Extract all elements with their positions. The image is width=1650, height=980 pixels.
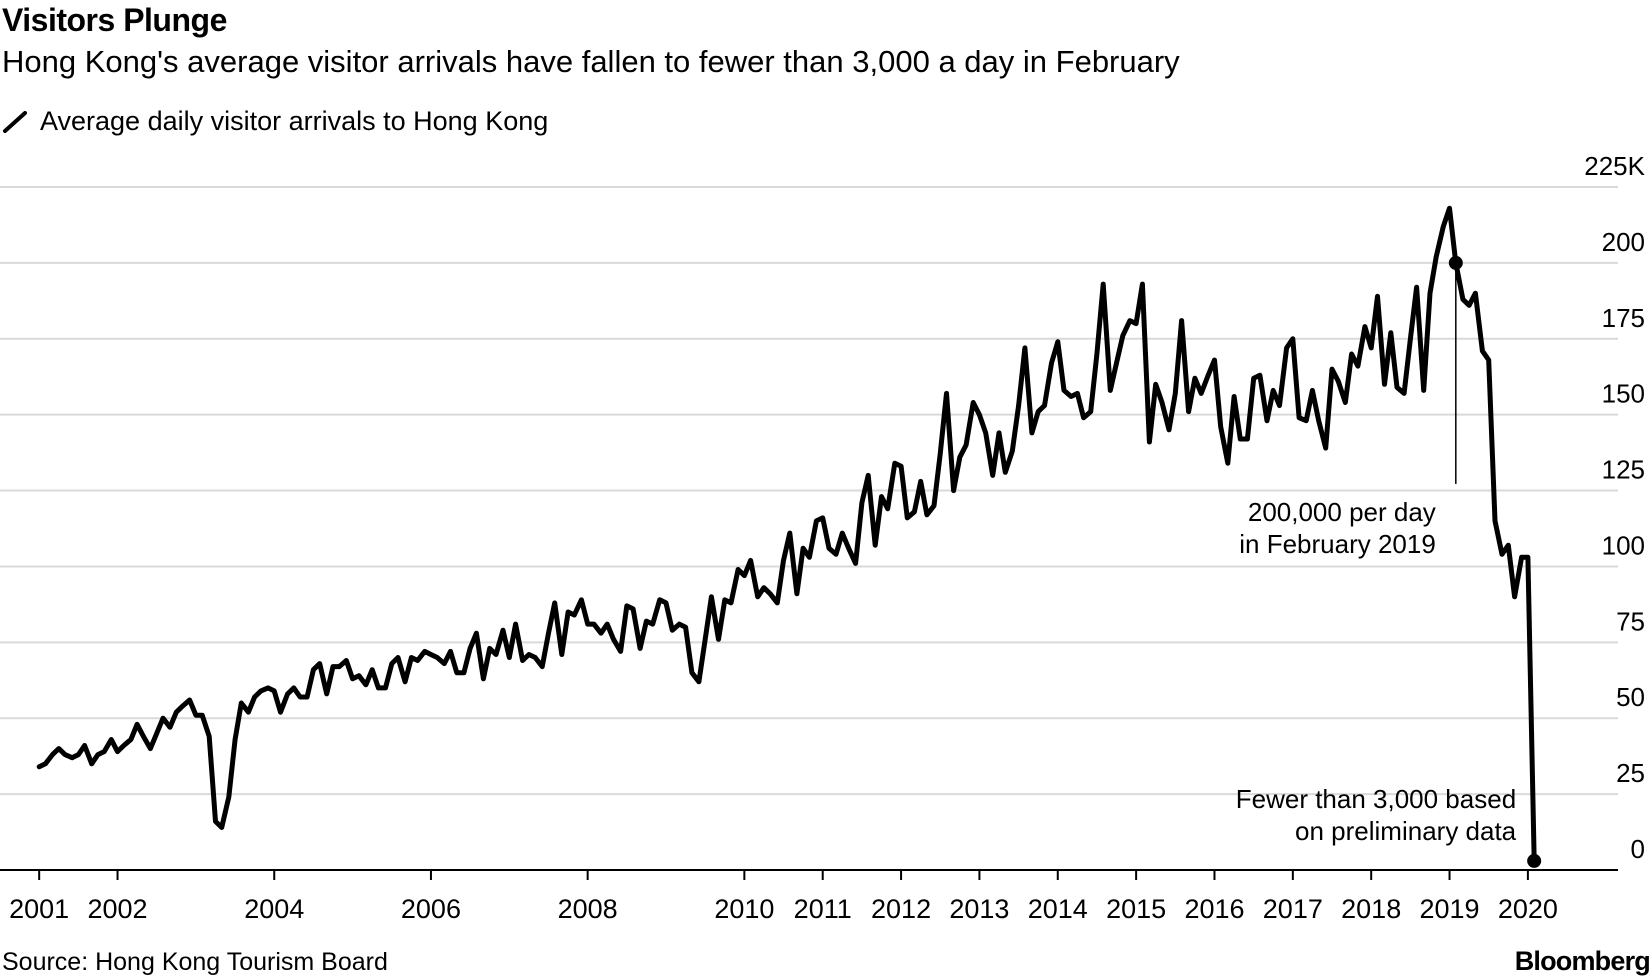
y-tick-label: 225K bbox=[1584, 151, 1645, 181]
x-tick-label: 2017 bbox=[1263, 894, 1323, 924]
x-tick-label: 2012 bbox=[871, 894, 931, 924]
y-axis-ticks: 0 25 50 75 100 125 150 175 200 225K bbox=[1584, 151, 1645, 864]
y-tick-label: 100 bbox=[1602, 530, 1645, 560]
x-tick-label: 2018 bbox=[1341, 894, 1401, 924]
x-tick-label: 2006 bbox=[401, 894, 461, 924]
annotation-text: on preliminary data bbox=[1295, 816, 1517, 846]
y-tick-label: 25 bbox=[1616, 758, 1645, 788]
x-tick-label: 2011 bbox=[794, 894, 852, 924]
series-marker bbox=[1527, 853, 1542, 868]
legend-line-icon bbox=[3, 110, 27, 133]
y-tick-label: 50 bbox=[1616, 682, 1645, 712]
x-tick-label: 2020 bbox=[1498, 894, 1558, 924]
y-tick-label: 125 bbox=[1602, 455, 1645, 485]
bloomberg-logo: Bloomberg bbox=[1514, 946, 1650, 976]
annotation-text: Fewer than 3,000 based bbox=[1236, 784, 1516, 814]
y-tick-label: 75 bbox=[1616, 606, 1645, 636]
x-tick-label: 2013 bbox=[949, 894, 1009, 924]
y-tick-label: 175 bbox=[1602, 303, 1645, 333]
series-marker bbox=[1448, 255, 1463, 270]
x-tick-label: 2004 bbox=[244, 894, 304, 924]
y-tick-label: 200 bbox=[1602, 227, 1645, 257]
annotation-text: in February 2019 bbox=[1239, 529, 1436, 559]
x-tick-label: 2015 bbox=[1106, 894, 1166, 924]
x-tick-label: 2001 bbox=[9, 894, 69, 924]
series-line bbox=[36, 205, 1537, 864]
y-tick-label: 0 bbox=[1631, 834, 1645, 864]
x-tick-label: 2016 bbox=[1184, 894, 1244, 924]
annotation-text: 200,000 per day bbox=[1248, 497, 1436, 527]
x-tick-label: 2002 bbox=[87, 894, 147, 924]
x-tick-label: 2010 bbox=[714, 894, 774, 924]
series-group bbox=[36, 205, 1542, 868]
x-tick-label: 2014 bbox=[1028, 894, 1088, 924]
chart-subtitle: Hong Kong's average visitor arrivals hav… bbox=[2, 44, 1180, 79]
y-tick-label: 150 bbox=[1602, 379, 1645, 409]
source-note: Source: Hong Kong Tourism Board bbox=[2, 948, 388, 976]
chart-title: Visitors Plunge bbox=[2, 2, 227, 38]
x-tick-label: 2008 bbox=[558, 894, 618, 924]
legend-label: Average daily visitor arrivals to Hong K… bbox=[40, 106, 549, 136]
x-tick-label: 2019 bbox=[1420, 894, 1480, 924]
gridlines bbox=[0, 186, 1618, 796]
legend: Average daily visitor arrivals to Hong K… bbox=[2, 106, 548, 137]
x-axis: 2001 2002 2004 2006 2008 2010 2011 2012 2013 2014… bbox=[0, 869, 1618, 924]
